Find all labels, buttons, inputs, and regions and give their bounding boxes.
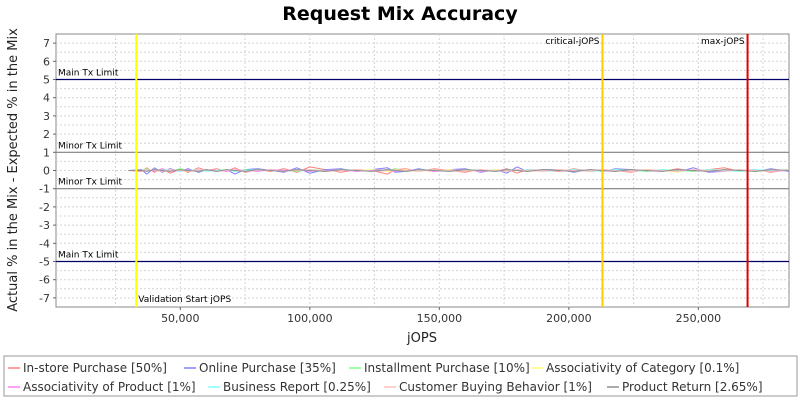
x-tick-label: 150,000 — [417, 312, 463, 325]
y-tick-label: -5 — [39, 256, 50, 269]
x-tick-label: 100,000 — [287, 312, 333, 325]
y-tick-label: 0 — [43, 165, 50, 178]
limit-label: Main Tx Limit — [58, 69, 119, 79]
y-axis-ticks: 7 6 5 4 3 2 1 0 -1 -2 -3 -4 -5 -6 -7 — [39, 37, 56, 305]
marker-label: max-jOPS — [701, 37, 745, 47]
legend-entry: Business Report [0.25%] — [223, 380, 371, 394]
limit-lines: Main Tx Limit Minor Tx Limit Minor Tx Limi… — [56, 69, 789, 263]
limit-label: Minor Tx Limit — [58, 178, 123, 188]
marker-lines: Validation Start jOPS critical-jOPS max-jO… — [135, 34, 749, 307]
legend-box — [3, 355, 798, 397]
limit-label: Main Tx Limit — [58, 251, 119, 261]
legend-entry: Online Purchase [35%] — [199, 361, 336, 375]
x-axis-label: jOPS — [406, 331, 437, 346]
y-tick-label: 2 — [43, 128, 50, 141]
x-tick-label: 50,000 — [161, 312, 200, 325]
y-tick-label: 1 — [43, 146, 50, 159]
marker-label: critical-jOPS — [545, 37, 599, 47]
legend-entry: In-store Purchase [50%] — [23, 361, 167, 375]
y-tick-label: -7 — [39, 292, 50, 305]
legend-entry: Associativity of Product [1%] — [23, 380, 196, 394]
y-tick-label: 5 — [43, 74, 50, 87]
y-tick-label: -3 — [39, 219, 50, 232]
y-tick-label: -2 — [39, 201, 50, 214]
series-line — [128, 169, 790, 172]
chart-title: Request Mix Accuracy — [282, 3, 518, 25]
y-tick-label: -4 — [39, 237, 50, 250]
x-tick-label: 200,000 — [546, 312, 592, 325]
y-tick-label: 7 — [43, 37, 50, 50]
x-tick-label: 250,000 — [676, 312, 722, 325]
legend-entry: Product Return [2.65%] — [622, 380, 763, 394]
y-tick-label: 6 — [43, 55, 50, 68]
y-tick-label: -6 — [39, 274, 50, 287]
y-tick-label: 3 — [43, 110, 50, 123]
limit-label: Minor Tx Limit — [58, 141, 123, 151]
legend-entry: Customer Buying Behavior [1%] — [399, 380, 592, 394]
legend: In-store Purchase [50%] Online Purchase [… — [8, 361, 763, 394]
y-axis-label: Actual % in the Mix - Expected % in the … — [6, 28, 21, 312]
y-tick-label: -1 — [39, 183, 50, 196]
marker-label: Validation Start jOPS — [138, 295, 231, 305]
legend-entry: Installment Purchase [10%] — [364, 361, 530, 375]
series-lines — [128, 166, 790, 175]
y-tick-label: 4 — [43, 92, 50, 105]
legend-entry: Associativity of Category [0.1%] — [546, 361, 739, 375]
x-axis-ticks: 50,000 100,000 150,000 200,000 250,000 — [161, 307, 721, 325]
